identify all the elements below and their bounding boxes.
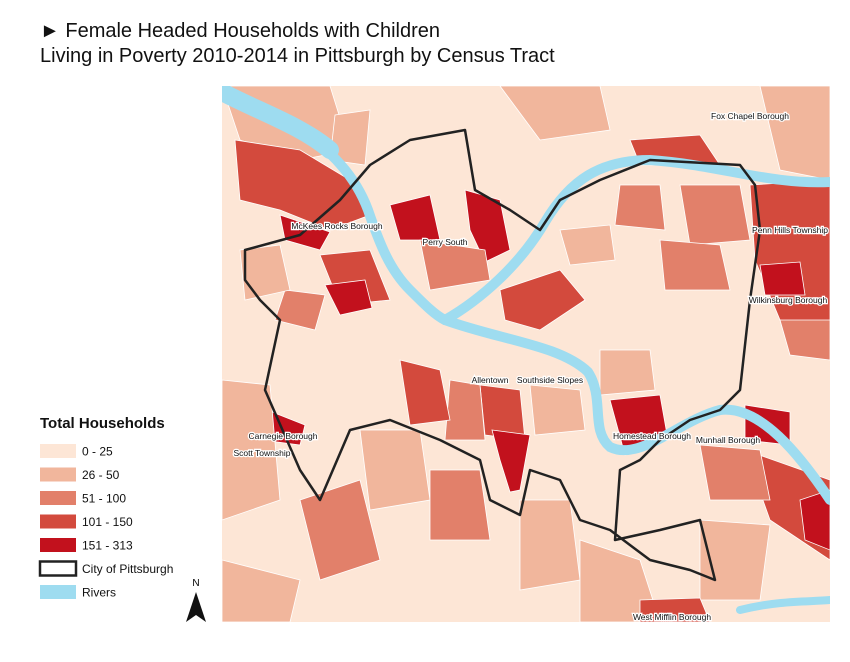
legend-swatch bbox=[40, 538, 76, 552]
north-arrow: N bbox=[186, 578, 206, 622]
rivers bbox=[222, 86, 830, 614]
north-arrow-shape bbox=[186, 592, 206, 622]
place-label: McKees Rocks Borough bbox=[291, 221, 382, 231]
title-line: ► Female Headed Households with Children bbox=[40, 20, 440, 42]
legend-label: 26 - 50 bbox=[82, 468, 120, 482]
place-label: Carnegie Borough bbox=[249, 431, 318, 441]
legend-swatch bbox=[38, 560, 78, 577]
map: Fox Chapel Borough McKees Rocks Borough … bbox=[222, 86, 830, 623]
place-label: Southside Slopes bbox=[517, 375, 583, 385]
legend-swatch bbox=[40, 585, 76, 599]
place-label: Allentown bbox=[472, 375, 509, 385]
place-label: Homestead Borough bbox=[613, 431, 691, 441]
place-label: Perry South bbox=[423, 237, 468, 247]
title-line: Living in Poverty 2010-2014 in Pittsburg… bbox=[40, 45, 555, 67]
legend-title: Total Households bbox=[40, 415, 165, 432]
place-label: Penn Hills Township bbox=[752, 225, 828, 235]
legend: Total Households 0 - 25 26 - 50 51 - 100 10… bbox=[38, 415, 173, 600]
place-label: Wilkinsburg Borough bbox=[749, 295, 828, 305]
legend-swatch bbox=[40, 491, 76, 505]
place-label: West Mifflin Borough bbox=[633, 612, 711, 622]
legend-label: 0 - 25 bbox=[82, 445, 113, 459]
legend-swatch bbox=[40, 514, 76, 529]
place-label: Munhall Borough bbox=[696, 435, 761, 445]
tracts bbox=[222, 86, 830, 622]
legend-swatch bbox=[40, 467, 76, 482]
legend-label: 101 - 150 bbox=[82, 515, 133, 529]
legend-swatch bbox=[40, 444, 76, 458]
north-label: N bbox=[192, 578, 199, 589]
place-label: Fox Chapel Borough bbox=[711, 111, 789, 121]
place-label: Scott Township bbox=[233, 448, 290, 458]
legend-label: Rivers bbox=[82, 586, 116, 600]
legend-label: 51 - 100 bbox=[82, 492, 126, 506]
legend-label: 151 - 313 bbox=[82, 539, 133, 553]
legend-label: City of Pittsburgh bbox=[82, 562, 173, 576]
city-boundary bbox=[243, 128, 762, 582]
